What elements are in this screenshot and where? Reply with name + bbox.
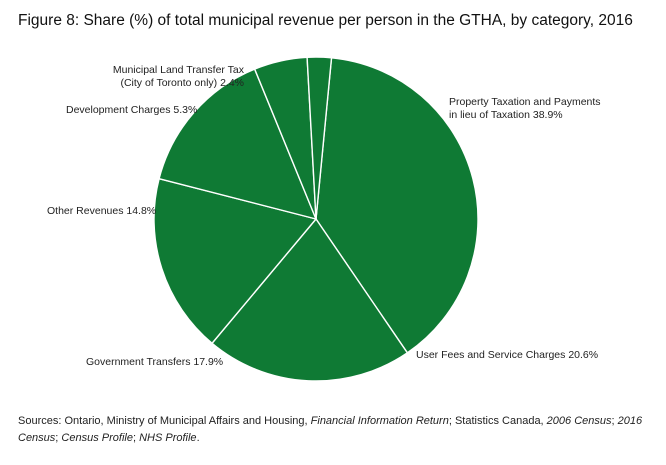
chart-title: Figure 8: Share (%) of total municipal r… (18, 12, 633, 29)
source-segment: ; (55, 432, 62, 444)
slice-label-land-transfer: Municipal Land Transfer Tax (City of Toro… (113, 64, 245, 89)
slice-label-user-fees: User Fees and Service Charges 20.6% (416, 349, 598, 361)
pie-slice-property (315, 57, 479, 354)
source-segment: Sources: Ontario, Ministry of Municipal … (18, 415, 311, 427)
source-segment: ; Statistics Canada, (448, 415, 547, 427)
source-note: Sources: Ontario, Ministry of Municipal … (18, 413, 648, 447)
pie-slices (153, 56, 479, 382)
slice-label-property: Property Taxation and Payments in lieu of… (449, 96, 601, 121)
source-segment: Financial Information Return (310, 415, 449, 427)
pie-slice-gov-transfers (153, 177, 317, 344)
pie-chart: Property Taxation and Payments in lieu of… (47, 56, 601, 382)
pie-labels: Property Taxation and Payments in lieu of… (47, 64, 601, 368)
pie-slice-user-fees (211, 218, 409, 382)
pie-slice-land-transfer (306, 56, 333, 220)
pie-slice-other (158, 68, 317, 220)
source-segment: 2016 Census (18, 415, 643, 444)
source-segment: NHS Profile (139, 432, 197, 444)
source-segment: 2006 Census (546, 415, 612, 427)
source-segment: ; (132, 432, 140, 444)
slice-label-gov-transfers: Government Transfers 17.9% (86, 356, 223, 368)
source-segment: ; (611, 415, 618, 427)
source-segment: Census Profile (61, 432, 133, 444)
source-segment: . (196, 432, 200, 444)
slice-label-other: Other Revenues 14.8% (47, 205, 156, 217)
slice-label-dev-charges: Development Charges 5.3% (66, 104, 197, 116)
